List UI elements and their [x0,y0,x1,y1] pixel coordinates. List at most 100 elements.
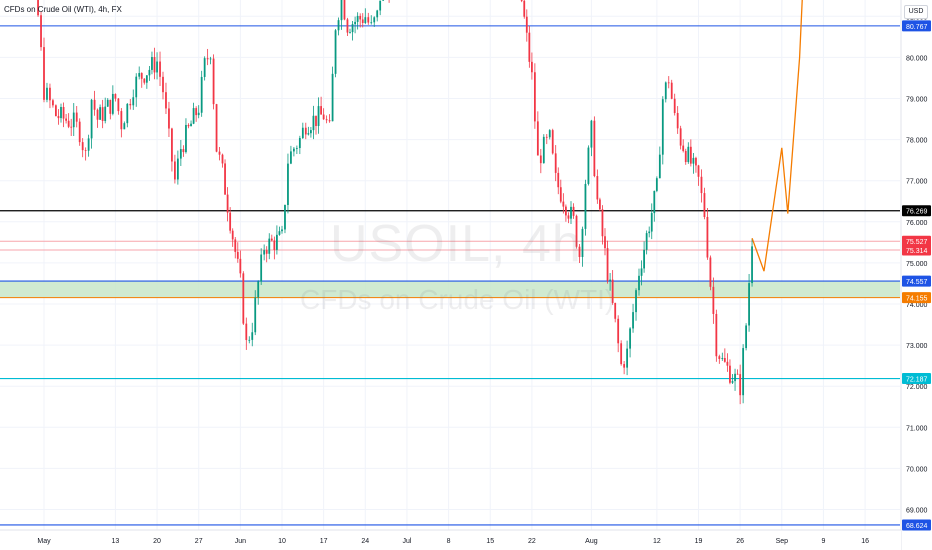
candle-body [138,73,141,77]
candle-body [343,0,346,20]
candle-body [236,251,239,259]
time-tick-label: 19 [695,538,703,545]
candle-body [667,82,670,84]
candle-body [70,126,73,128]
level-label-76.269: 76.269 [902,205,931,217]
time-axis[interactable]: May 13 20 27 Jun 10 17 24 Jul 8 15 22 Aug 12 19 26 Sep 9 1… [0,529,901,550]
candle-body [382,0,385,1]
candle-body [55,105,57,117]
candle-body [143,78,146,83]
candle-body [729,365,731,383]
candle-body [99,107,101,120]
time-tick-label: 12 [653,538,661,545]
candle-body [81,142,84,151]
price-tick-label: 76.000 [906,220,928,227]
candle-body [718,356,721,359]
candle-body [367,17,370,23]
time-tick-label: 20 [153,538,161,545]
candlestick-series [37,0,753,405]
time-tick-label: 17 [320,538,328,545]
time-tick-label: Sep [776,538,789,545]
candle-body [278,231,281,235]
level-label-80.767: 80.767 [902,20,931,32]
candle-body [101,107,104,121]
candle-body [334,30,337,74]
candle-body [151,57,153,70]
candle-body [67,120,70,127]
candle-body [75,112,78,122]
candle-body [617,318,620,344]
level-label-bg [902,373,931,385]
candle-body [43,47,45,100]
level-label-bg [902,519,931,531]
candle-body [606,248,609,281]
candle-body [676,113,679,129]
candle-body [739,374,742,396]
candle-body [736,373,739,375]
candle-body [536,121,539,156]
candle-body [700,176,703,194]
candle-body [270,238,273,241]
candle-body [315,115,317,126]
candle-body [587,147,590,184]
candle-body [523,0,526,17]
candle-body [562,201,565,207]
candle-body [554,153,557,173]
candle-body [176,158,179,180]
candle-body [290,151,292,164]
candle-body [231,230,234,240]
candle-body [317,106,320,126]
candle-body [212,58,215,105]
candle-body [745,325,747,349]
candle-body [159,61,161,77]
horizontal-levels[interactable] [0,0,900,526]
candle-body [539,155,542,164]
time-tick-label: Jun [235,538,246,545]
candle-body [312,115,315,131]
candle-body [90,99,93,139]
candle-body [40,15,42,48]
candle-body [174,161,176,180]
candle-body [361,19,364,24]
currency-button[interactable]: USD [904,5,928,19]
candle-body [245,323,248,341]
level-label-text: 80.767 [906,24,928,31]
candle-body [60,106,62,119]
candle-body [156,61,158,73]
candle-body [559,187,562,202]
time-tick-label: 13 [112,538,120,545]
candle-body [135,76,138,98]
candle-body [190,123,192,127]
candle-body [692,157,695,164]
candle-body [346,19,349,33]
candle-body [200,76,203,113]
candle-body [611,279,614,303]
candle-body [661,99,664,155]
candle-body [62,106,65,119]
candle-body [123,123,126,130]
candle-body [351,24,354,33]
level-label-bg [902,235,931,247]
time-tick-label: 22 [528,538,536,545]
candle-body [224,163,226,195]
candle-body [706,216,709,258]
candle-body [298,138,301,149]
candle-body [197,112,200,116]
level-labels: 83.22280.76776.26975.52775.31474.55774.1… [902,20,931,531]
watermark-symbol: USOIL, 4h [330,215,582,273]
level-label-bg [902,292,931,304]
level-label-75.314: 75.314 [902,244,931,256]
candle-body [359,15,362,20]
time-tick-label: Jul [402,538,411,545]
candle-body [331,73,334,122]
projection-path[interactable] [751,0,811,272]
candle-body [645,233,648,250]
candle-body [679,128,682,146]
level-label-text: 75.527 [906,239,928,246]
candle-body [626,348,628,368]
candle-body [364,17,367,24]
price-axis[interactable]: 81.00080.00079.00078.00077.00076.00075.0… [900,0,932,550]
candle-body [209,58,212,60]
price-axis-bg [901,0,932,550]
